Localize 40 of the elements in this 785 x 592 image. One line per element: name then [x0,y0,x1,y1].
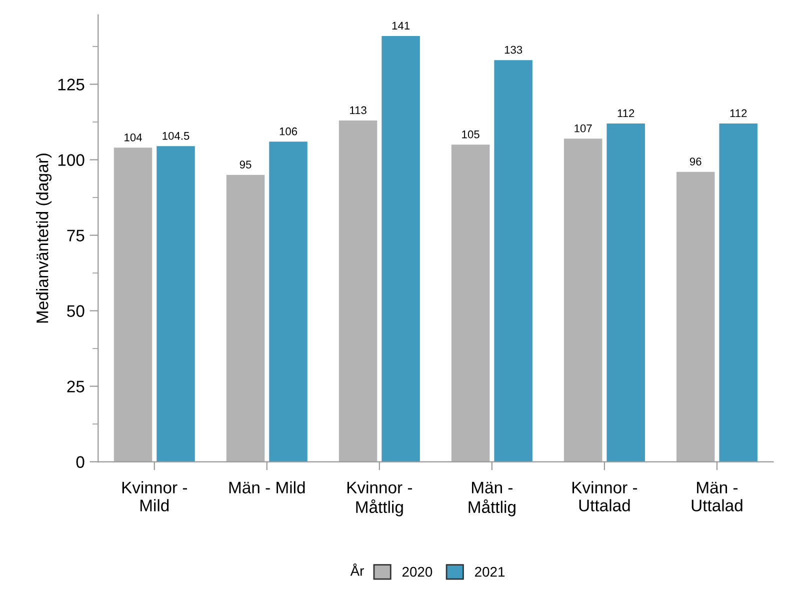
bar [719,124,758,462]
y-tick-label: 125 [58,78,84,90]
x-tick-label: Kvinnor - Mild [122,481,187,512]
x-tick-label: Män - Måttlig [468,482,516,516]
data-label: 106 [280,127,298,136]
bar [676,172,715,462]
x-tick-label: Män - Mild [229,481,305,494]
x-tick-label: Kvinnor - Uttalad [572,481,638,512]
data-label: 113 [350,106,366,114]
data-label: 141 [392,22,410,30]
legend-label: 2020 [402,566,432,577]
legend-title: År [350,564,364,576]
bar [451,144,490,462]
data-label: 105 [462,130,480,138]
bar [269,142,308,462]
x-tick-label: Män - Uttalad [692,482,742,512]
data-label: 133 [504,46,522,54]
bar [382,36,420,462]
y-tick-label: 100 [58,154,84,166]
y-tick-label: 25 [67,380,84,392]
y-axis-title: Medianväntetid (dagar) [36,154,52,323]
y-tick-label: 75 [67,230,84,242]
bar [606,124,645,462]
bar [114,148,152,462]
data-label: 112 [730,109,747,118]
data-label: 107 [574,124,592,132]
bar [156,146,195,462]
x-tick-label: Kvinnor - Måttlig [347,481,412,516]
data-label: 96 [690,158,702,166]
bar [494,60,532,462]
data-label: 104.5 [162,132,190,140]
data-label: 112 [618,109,634,118]
legend-label: 2021 [475,566,505,577]
data-label: 95 [240,160,252,168]
bar [564,138,602,462]
y-tick-label: 0 [76,456,84,468]
bar [338,120,378,462]
bar [226,174,265,462]
data-label: 104 [124,133,142,142]
y-tick-label: 50 [67,305,84,317]
